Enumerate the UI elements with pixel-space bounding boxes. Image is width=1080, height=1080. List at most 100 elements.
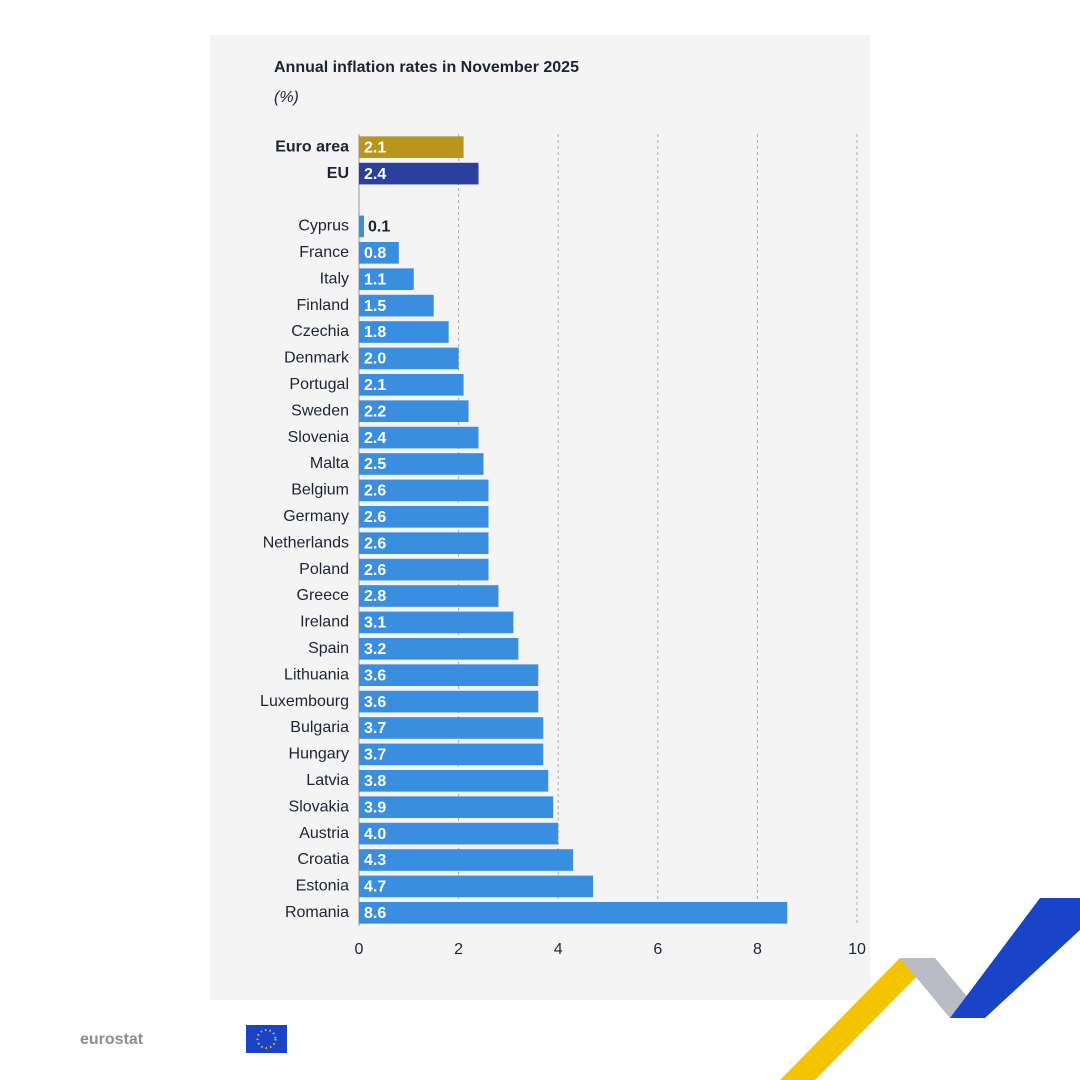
value-label: 3.6 (364, 694, 386, 711)
chart-title: Annual inflation rates in November 2025 (274, 59, 579, 76)
y-tick-label: Netherlands (263, 534, 349, 551)
y-tick-label: Luxembourg (260, 693, 349, 710)
value-label: 3.9 (364, 799, 386, 816)
bar (359, 690, 539, 713)
value-label: 2.6 (364, 535, 386, 552)
value-label: 2.6 (364, 483, 386, 500)
stripe-yellow (780, 958, 935, 1080)
value-label: 8.6 (364, 905, 386, 922)
value-label: 0.8 (364, 245, 386, 262)
y-tick-label: Spain (308, 640, 349, 657)
x-tick-label: 8 (753, 941, 762, 958)
y-tick-label: Latvia (306, 772, 349, 789)
bar (359, 532, 489, 555)
bar (359, 373, 464, 396)
x-tick-label: 4 (554, 941, 563, 958)
y-tick-label: Finland (297, 297, 349, 314)
value-label: 2.4 (364, 166, 386, 183)
value-label: 2.0 (364, 351, 386, 368)
value-label: 2.4 (364, 430, 386, 447)
bar (359, 241, 399, 264)
bar (359, 268, 414, 291)
bar (359, 743, 544, 766)
y-tick-label: Malta (310, 455, 349, 472)
value-label: 2.6 (364, 509, 386, 526)
y-tick-label: Portugal (289, 376, 349, 393)
value-label: 0.1 (368, 219, 390, 236)
bar (359, 453, 484, 475)
bar (359, 822, 559, 845)
bar (359, 558, 489, 581)
y-tick-label: Denmark (284, 350, 350, 367)
x-tick-label: 2 (454, 941, 463, 958)
value-label: 4.0 (364, 826, 386, 843)
value-label: 2.1 (364, 377, 386, 394)
bar (359, 849, 574, 871)
bar (359, 294, 434, 317)
bar (359, 901, 788, 924)
y-tick-label: Belgium (291, 482, 349, 499)
bar (359, 505, 489, 528)
bar (359, 215, 364, 238)
y-tick-label: Slovakia (289, 798, 350, 815)
value-label: 2.2 (364, 403, 386, 420)
y-tick-label: Greece (297, 587, 350, 604)
bar (359, 717, 544, 739)
x-tick-label: 10 (848, 941, 866, 958)
x-tick-label: 6 (653, 941, 662, 958)
bar (359, 162, 479, 185)
bar (359, 664, 539, 687)
y-tick-label: EU (327, 165, 349, 182)
value-label: 1.1 (364, 271, 386, 288)
value-label: 2.6 (364, 562, 386, 579)
y-tick-label: Hungary (289, 746, 349, 763)
y-tick-label: Estonia (296, 878, 349, 895)
y-tick-label: France (299, 244, 349, 261)
value-label: 1.5 (364, 298, 386, 315)
footer (0, 1000, 1080, 1080)
value-label: 4.7 (364, 879, 386, 896)
y-tick-label: Poland (299, 561, 349, 578)
value-label: 1.8 (364, 324, 386, 341)
y-tick-label: Ireland (300, 614, 349, 631)
bar (359, 585, 499, 607)
y-tick-label: Austria (299, 825, 349, 842)
y-tick-label: Romania (285, 904, 349, 921)
bar (359, 796, 554, 819)
stripe-blue (950, 898, 1080, 1018)
value-label: 3.2 (364, 641, 386, 658)
eu-stars (256, 1029, 277, 1049)
y-tick-label: Italy (320, 270, 349, 287)
bar (359, 321, 449, 343)
bar (359, 479, 489, 502)
value-label: 3.8 (364, 773, 386, 790)
value-label: 3.7 (364, 747, 386, 764)
value-label: 2.5 (364, 456, 386, 473)
bar (359, 769, 549, 792)
brand-logo: eurostat (80, 1031, 144, 1048)
bar (359, 400, 469, 423)
value-label: 3.1 (364, 615, 386, 632)
y-tick-label: Sweden (291, 402, 349, 419)
y-tick-label: Cyprus (298, 218, 349, 235)
bar (359, 136, 464, 159)
bar (359, 347, 459, 370)
y-tick-label: Slovenia (288, 429, 349, 446)
chart-subtitle: (%) (274, 89, 299, 106)
bar (359, 611, 514, 634)
y-tick-label: Croatia (297, 851, 349, 868)
y-tick-label: Euro area (275, 138, 349, 155)
x-tick-label: 0 (355, 941, 364, 958)
y-tick-label: Bulgaria (290, 719, 349, 736)
y-tick-label: Germany (283, 508, 349, 525)
value-label: 3.6 (364, 667, 386, 684)
bar (359, 875, 594, 898)
value-label: 2.8 (364, 588, 386, 605)
value-label: 4.3 (364, 852, 386, 869)
bar (359, 426, 479, 449)
value-label: 2.1 (364, 139, 386, 156)
value-label: 3.7 (364, 720, 386, 737)
y-tick-label: Czechia (291, 323, 349, 340)
y-tick-label: Lithuania (284, 666, 349, 683)
